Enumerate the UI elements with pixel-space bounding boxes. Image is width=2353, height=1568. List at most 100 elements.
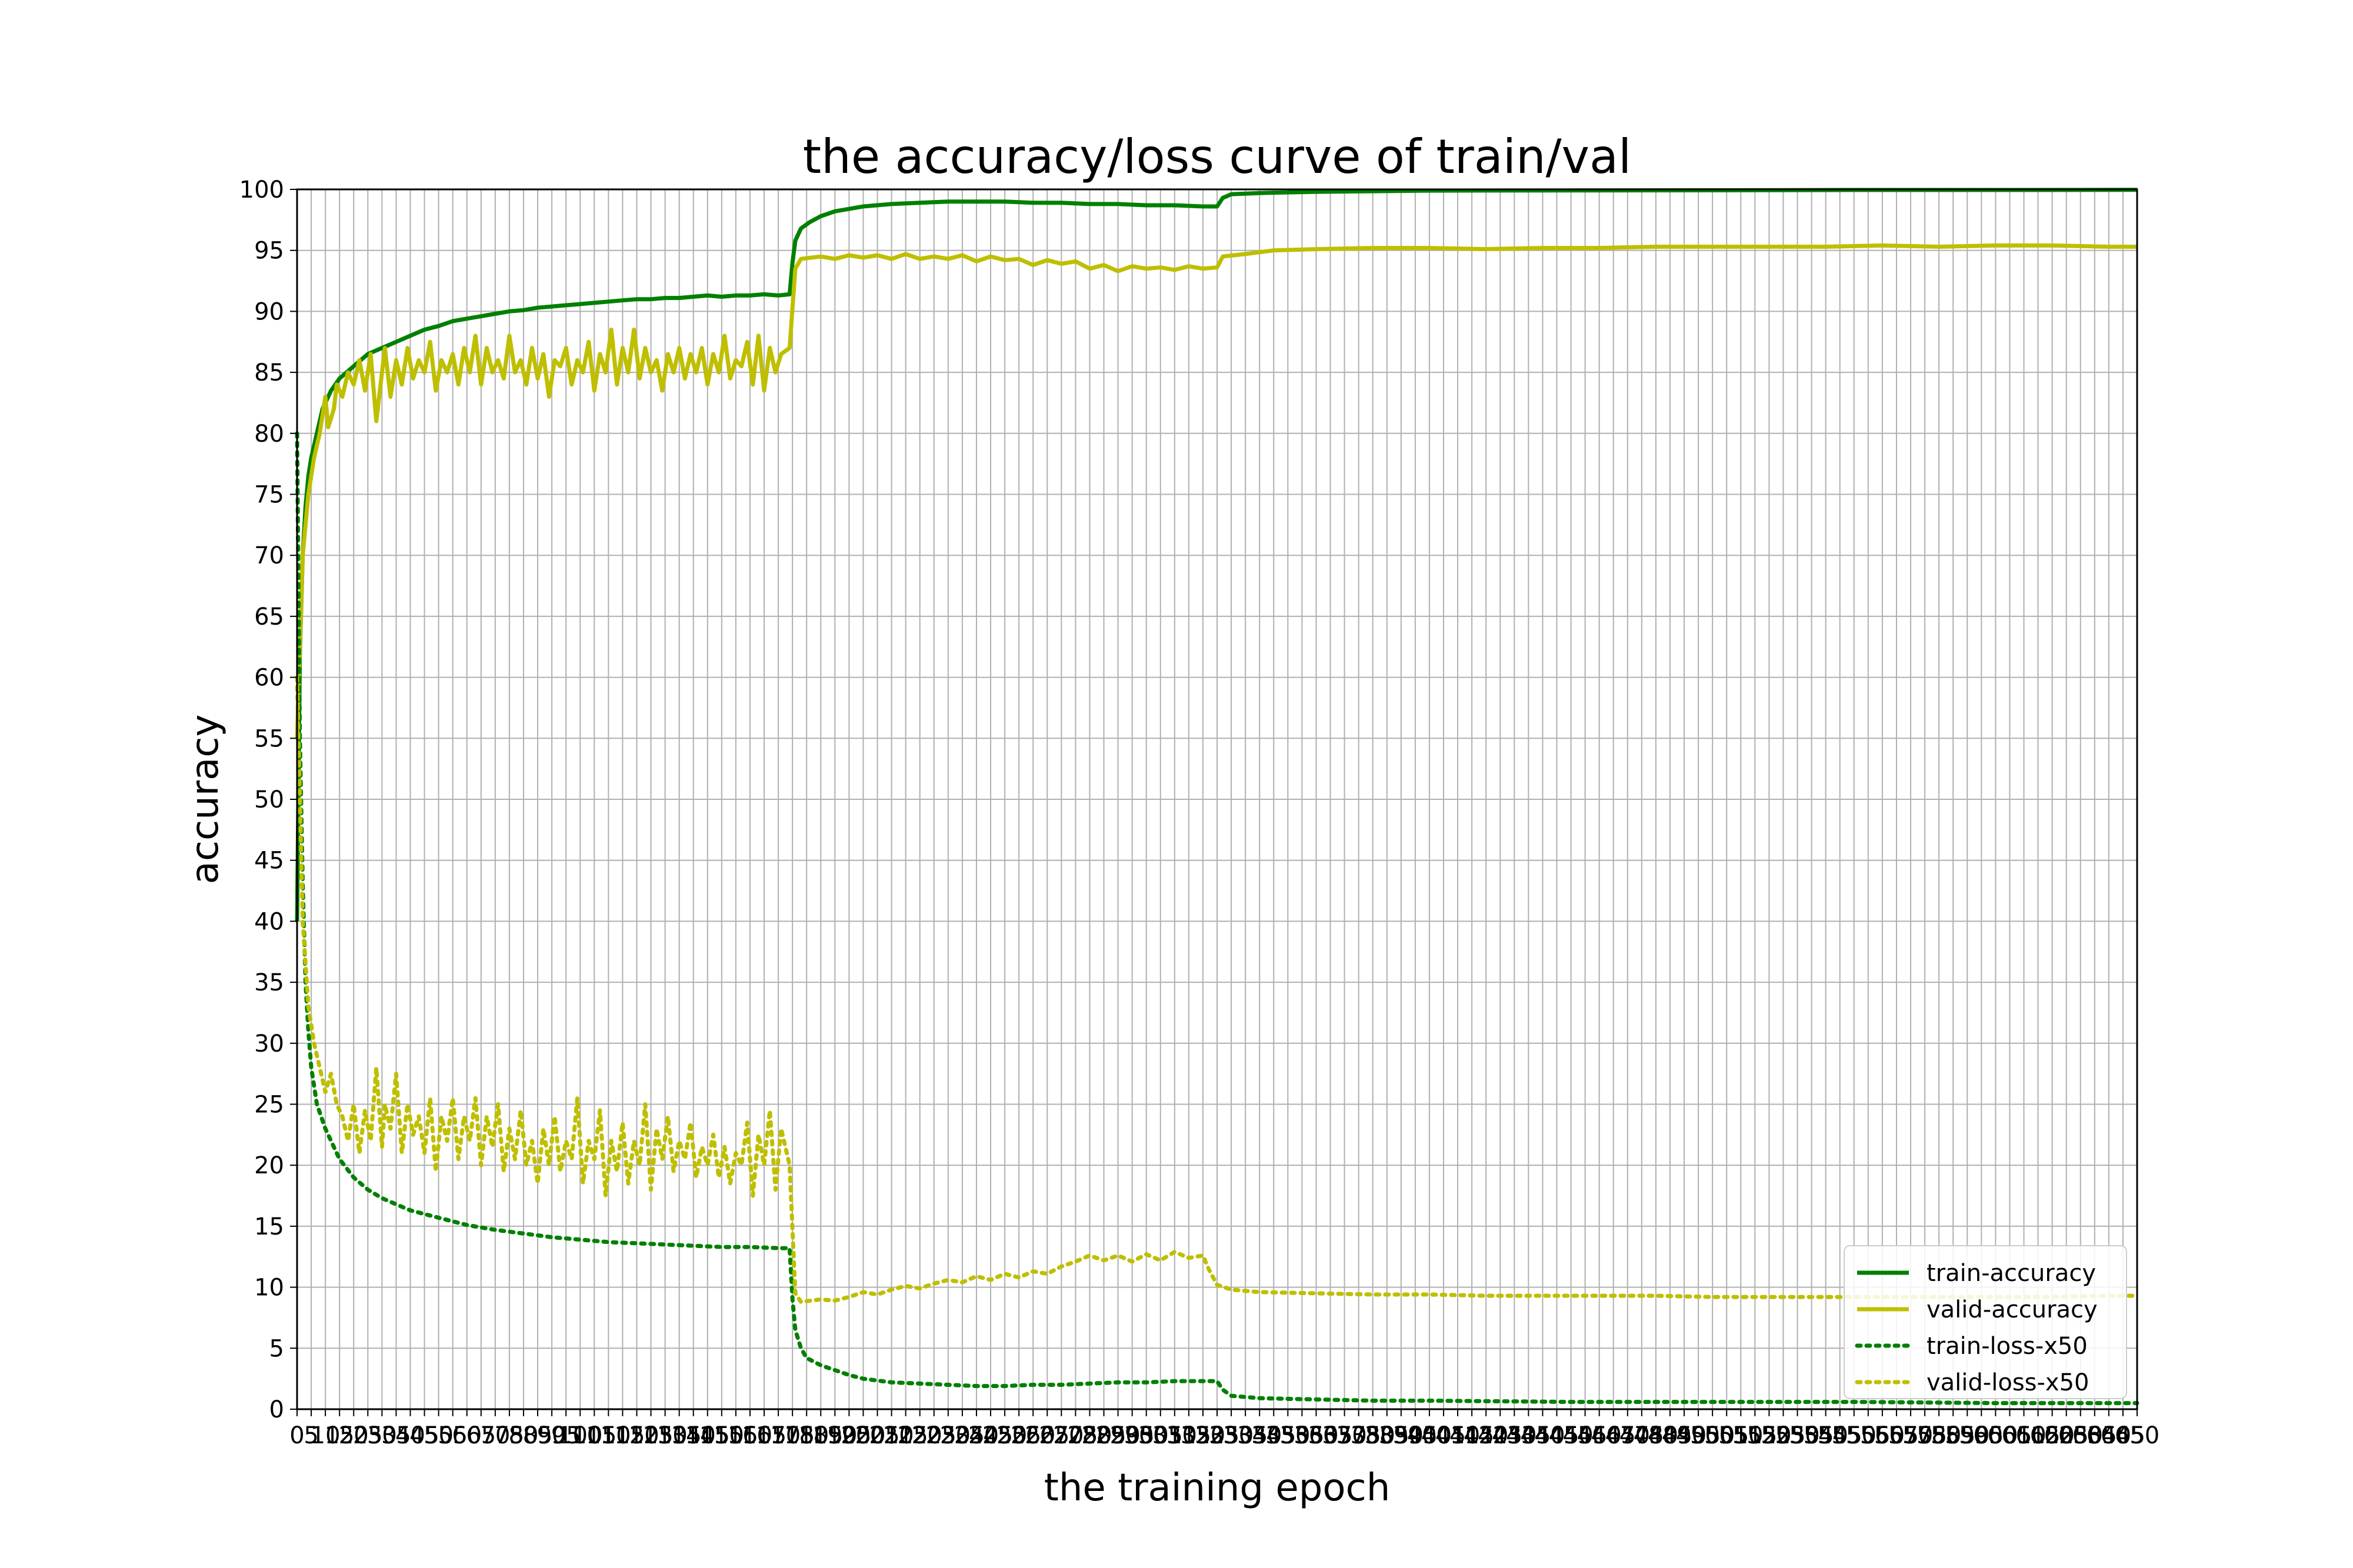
y-tick-label: 10 bbox=[254, 1275, 284, 1302]
y-tick-label: 65 bbox=[254, 603, 284, 630]
x-tick-label: 405 bbox=[1421, 1422, 1466, 1449]
x-tick-label: 635 bbox=[2072, 1422, 2117, 1449]
y-axis-label: accuracy bbox=[184, 715, 227, 885]
x-tick-label: 25 bbox=[353, 1422, 383, 1449]
x-tick-label: 145 bbox=[685, 1422, 730, 1449]
x-tick-label: 350 bbox=[1265, 1422, 1310, 1449]
x-tick-label: 610 bbox=[2001, 1422, 2046, 1449]
x-tick-label: 205 bbox=[855, 1422, 899, 1449]
x-tick-label: 525 bbox=[1761, 1422, 1805, 1449]
x-tick-label: 600 bbox=[1973, 1422, 2018, 1449]
x-tick-label: 85 bbox=[523, 1422, 553, 1449]
x-tick-label: 375 bbox=[1336, 1422, 1381, 1449]
y-tick-label: 50 bbox=[254, 786, 284, 813]
x-tick-label: 455 bbox=[1562, 1422, 1607, 1449]
x-tick-label: 355 bbox=[1279, 1422, 1324, 1449]
x-tick-label: 400 bbox=[1407, 1422, 1452, 1449]
x-tick-label: 535 bbox=[1789, 1422, 1834, 1449]
x-tick-label: 305 bbox=[1138, 1422, 1183, 1449]
x-tick-label: 20 bbox=[339, 1422, 369, 1449]
series-line-valid-accuracy bbox=[295, 243, 2137, 739]
x-tick-label: 585 bbox=[1931, 1422, 1975, 1449]
x-tick-label: 520 bbox=[1747, 1422, 1791, 1449]
x-tick-label: 555 bbox=[1846, 1422, 1891, 1449]
x-tick-label: 185 bbox=[798, 1422, 843, 1449]
x-tick-label: 115 bbox=[600, 1422, 645, 1449]
x-tick-label: 245 bbox=[968, 1422, 1013, 1449]
x-tick-label: 390 bbox=[1379, 1422, 1424, 1449]
legend: train-accuracy valid-accuracy train-loss-x… bbox=[1844, 1245, 2127, 1399]
x-tick-label: 630 bbox=[2058, 1422, 2103, 1449]
x-tick-label: 55 bbox=[438, 1422, 468, 1449]
x-tick-label: 75 bbox=[494, 1422, 524, 1449]
x-tick-label: 210 bbox=[869, 1422, 914, 1449]
y-tick-label: 20 bbox=[254, 1152, 284, 1179]
y-tick-label: 90 bbox=[254, 298, 284, 325]
x-tick-label: 105 bbox=[572, 1422, 616, 1449]
x-tick-label: 190 bbox=[812, 1422, 857, 1449]
x-tick-label: 370 bbox=[1322, 1422, 1367, 1449]
x-tick-label: 150 bbox=[699, 1422, 744, 1449]
x-tick-label: 615 bbox=[2015, 1422, 2060, 1449]
x-tick-label: 470 bbox=[1605, 1422, 1650, 1449]
x-tick-label: 550 bbox=[1832, 1422, 1877, 1449]
x-tick-label: 385 bbox=[1365, 1422, 1409, 1449]
x-tick-label: 645 bbox=[2101, 1422, 2145, 1449]
x-tick-label: 180 bbox=[784, 1422, 829, 1449]
x-tick-label: 345 bbox=[1251, 1422, 1296, 1449]
y-tick-label: 35 bbox=[254, 969, 284, 996]
x-tick-label: 395 bbox=[1393, 1422, 1438, 1449]
x-tick-label: 530 bbox=[1775, 1422, 1819, 1449]
x-tick-label: 130 bbox=[642, 1422, 687, 1449]
legend-label-train-accuracy: train-accuracy bbox=[1927, 1260, 2096, 1287]
x-tick-label: 365 bbox=[1308, 1422, 1352, 1449]
y-tick-label: 0 bbox=[269, 1396, 284, 1423]
x-tick-label: 410 bbox=[1435, 1422, 1480, 1449]
axis-ticks: 0510152025303540455055606570758085909510… bbox=[239, 176, 2160, 1449]
x-tick-label: 280 bbox=[1067, 1422, 1112, 1449]
x-tick-label: 50 bbox=[424, 1422, 454, 1449]
x-tick-label: 360 bbox=[1294, 1422, 1338, 1449]
x-tick-label: 275 bbox=[1053, 1422, 1098, 1449]
x-tick-label: 285 bbox=[1081, 1422, 1126, 1449]
x-tick-label: 295 bbox=[1109, 1422, 1154, 1449]
y-tick-label: 70 bbox=[254, 542, 284, 569]
x-tick-label: 65 bbox=[466, 1422, 496, 1449]
grid bbox=[296, 189, 2138, 1410]
x-tick-label: 110 bbox=[586, 1422, 631, 1449]
x-tick-label: 140 bbox=[671, 1422, 716, 1449]
x-tick-label: 315 bbox=[1166, 1422, 1211, 1449]
x-tick-label: 160 bbox=[728, 1422, 772, 1449]
x-tick-label: 300 bbox=[1124, 1422, 1169, 1449]
y-tick-label: 15 bbox=[254, 1213, 284, 1240]
series-line-valid-loss-x50 bbox=[295, 675, 2139, 1304]
y-tick-label: 95 bbox=[254, 238, 284, 265]
x-tick-label: 465 bbox=[1591, 1422, 1636, 1449]
x-tick-label: 380 bbox=[1350, 1422, 1395, 1449]
x-tick-label: 575 bbox=[1902, 1422, 1947, 1449]
x-tick-label: 325 bbox=[1195, 1422, 1239, 1449]
x-tick-label: 215 bbox=[883, 1422, 928, 1449]
x-tick-label: 500 bbox=[1690, 1422, 1735, 1449]
legend-label-train-loss-x50: train-loss-x50 bbox=[1927, 1333, 2088, 1360]
x-tick-label: 320 bbox=[1181, 1422, 1225, 1449]
x-tick-label: 430 bbox=[1492, 1422, 1537, 1449]
x-tick-label: 510 bbox=[1718, 1422, 1763, 1449]
y-tick-label: 55 bbox=[254, 725, 284, 752]
y-tick-label: 60 bbox=[254, 665, 284, 692]
x-tick-label: 335 bbox=[1223, 1422, 1268, 1449]
x-tick-label: 100 bbox=[558, 1422, 602, 1449]
x-tick-label: 220 bbox=[898, 1422, 942, 1449]
x-tick-label: 485 bbox=[1648, 1422, 1692, 1449]
x-tick-label: 260 bbox=[1011, 1422, 1055, 1449]
x-tick-label: 265 bbox=[1025, 1422, 1069, 1449]
legend-box bbox=[1844, 1245, 2127, 1399]
x-tick-label: 590 bbox=[1945, 1422, 1989, 1449]
x-tick-label: 235 bbox=[940, 1422, 985, 1449]
x-tick-label: 540 bbox=[1803, 1422, 1848, 1449]
x-tick-label: 80 bbox=[509, 1422, 539, 1449]
x-tick-label: 240 bbox=[954, 1422, 999, 1449]
x-axis-label: the training epoch bbox=[1044, 1466, 1391, 1510]
x-tick-label: 10 bbox=[311, 1422, 341, 1449]
x-tick-label: 5 bbox=[304, 1422, 318, 1449]
